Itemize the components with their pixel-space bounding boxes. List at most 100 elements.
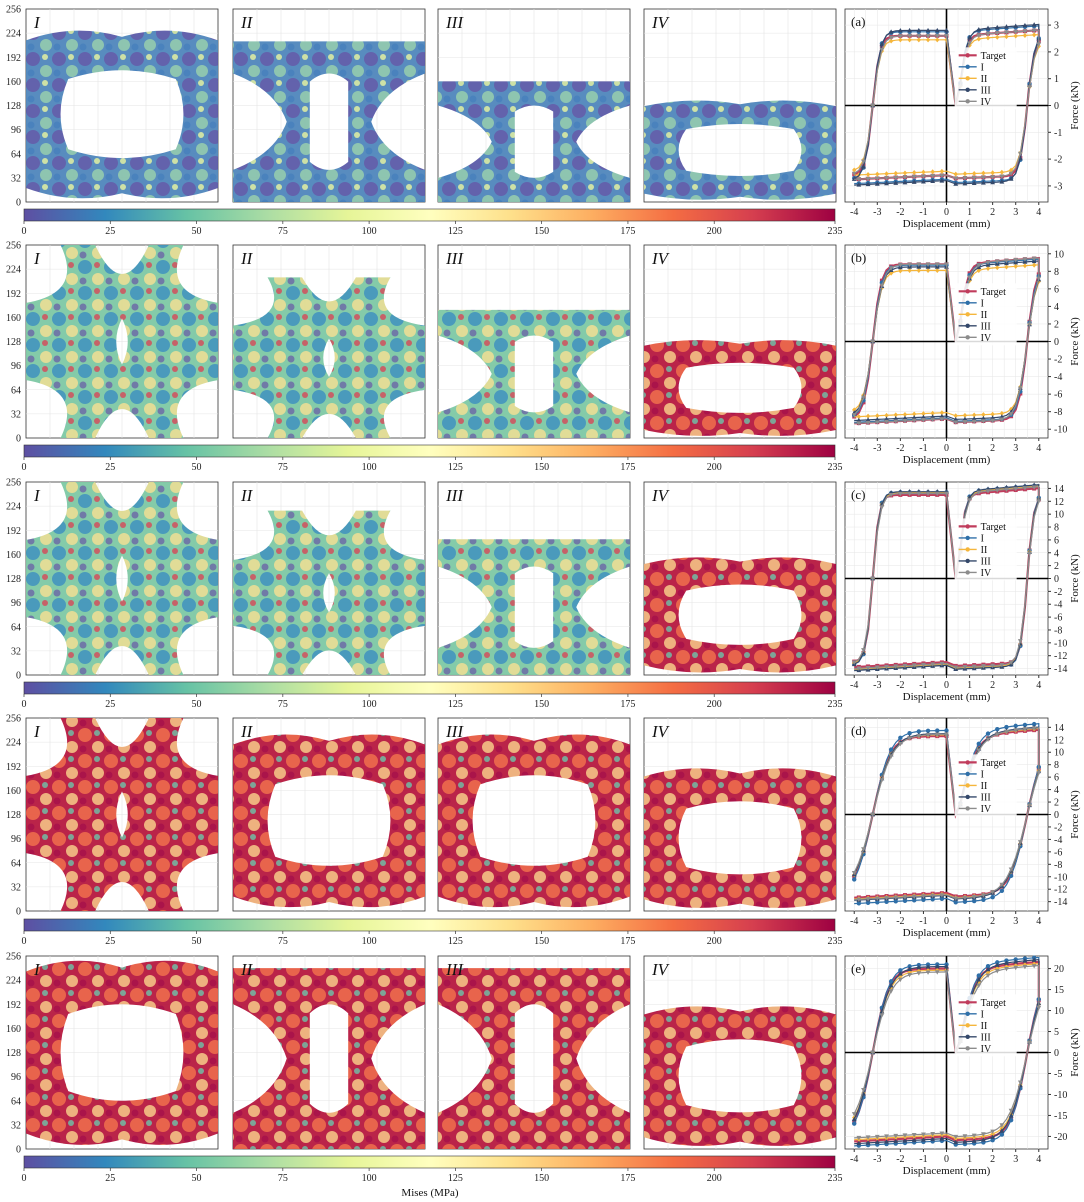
series-point: [1013, 23, 1019, 28]
topology-shape: [438, 309, 630, 438]
series-point: [930, 893, 936, 899]
series-point: [967, 275, 972, 280]
series-point: [1017, 1080, 1023, 1085]
legend-label: II: [981, 545, 988, 556]
topology-shape: [438, 81, 630, 202]
legend-marker: [965, 1034, 970, 1040]
series-point: [967, 38, 972, 43]
series-point: [851, 171, 857, 177]
y-tick-label: 32: [11, 409, 21, 420]
legend-label: II: [981, 310, 988, 321]
series-point: [934, 970, 940, 975]
legend-marker: [965, 535, 970, 541]
series-point: [865, 172, 871, 178]
colorbar-tick-label: 100: [362, 1173, 377, 1184]
y-tick-label: 256: [6, 952, 21, 963]
x-tick-label: 3: [1013, 1154, 1018, 1165]
series-point: [939, 410, 945, 416]
legend-label: Target: [981, 998, 1006, 1009]
x-axis-label: Displacement (mm): [903, 1165, 991, 1177]
y-tick-label: 224: [6, 738, 21, 749]
series-point: [907, 736, 912, 741]
series-point: [907, 34, 912, 39]
series-point: [870, 339, 876, 345]
y-tick-label: 2: [1054, 798, 1059, 809]
series-point: [1022, 722, 1028, 728]
series-point: [1013, 728, 1019, 733]
series-point: [925, 733, 931, 738]
colorbar-tick-label: 125: [448, 226, 463, 237]
series-point: [1013, 263, 1018, 269]
legend-marker: [965, 806, 970, 811]
y-tick-label: -14: [1054, 664, 1067, 675]
y-tick-label: 64: [11, 1096, 21, 1107]
colorbar-tick-label: 200: [707, 936, 722, 947]
series-point: [1004, 967, 1009, 972]
legend-marker: [965, 1046, 970, 1051]
series-point: [921, 418, 926, 423]
series-point: [1004, 960, 1009, 965]
series-point: [1022, 486, 1028, 491]
series-point: [907, 262, 912, 267]
y-axis-label: Force (kN): [1069, 81, 1081, 130]
colorbar-tick-label: 25: [105, 462, 115, 473]
series-point: [939, 896, 945, 902]
legend-label: Target: [981, 51, 1006, 62]
series-point: [962, 1139, 968, 1144]
series-point: [875, 900, 880, 905]
y-tick-label: -12: [1054, 885, 1067, 896]
colorbar-tick-label: 75: [278, 1173, 288, 1184]
y-tick-label: 160: [6, 1024, 21, 1035]
series-point: [925, 262, 931, 267]
series-point: [1013, 486, 1019, 492]
series-point: [874, 1139, 880, 1145]
series-point: [985, 973, 991, 978]
x-tick-label: 4: [1036, 207, 1041, 218]
series-point: [1031, 485, 1037, 490]
series-point: [912, 898, 917, 903]
series-point: [930, 1136, 936, 1142]
topology-shape: [26, 30, 218, 199]
colorbar-bar: [23, 444, 836, 458]
series-point: [985, 489, 991, 494]
series-point: [1004, 34, 1009, 40]
series-point: [893, 899, 898, 904]
topology-panel-II: II: [232, 955, 426, 1150]
x-tick-label: 0: [944, 207, 949, 218]
y-tick-label: 6: [1054, 773, 1059, 784]
colorbar-tick-label: 100: [362, 699, 377, 710]
x-tick-label: 2: [990, 443, 995, 454]
legend-marker: [965, 312, 970, 317]
y-axis-label: Force (kN): [1069, 317, 1081, 366]
series-point: [856, 1135, 862, 1141]
topology-panel-I: I: [25, 244, 219, 439]
series-point: [935, 728, 940, 733]
colorbar-bar: [23, 208, 836, 222]
panel-label: II: [240, 960, 254, 979]
series-point: [981, 1132, 986, 1137]
series-point: [1013, 258, 1019, 263]
x-tick-label: -4: [850, 443, 858, 454]
series-point: [985, 25, 991, 30]
series-point: [893, 1138, 899, 1144]
series-point: [962, 412, 968, 418]
colorbar-tick-label: 75: [278, 462, 288, 473]
series-point: [884, 412, 889, 418]
series-point: [976, 748, 982, 754]
y-tick-label: 160: [6, 313, 21, 324]
series-point: [911, 663, 917, 668]
series-point: [994, 259, 1000, 264]
series-point: [953, 181, 959, 186]
series-point: [851, 870, 857, 876]
series-point: [1027, 1041, 1032, 1046]
panel-label: I: [33, 13, 41, 32]
colorbar-tick-label: 50: [192, 226, 202, 237]
topology-shape: [644, 100, 836, 200]
colorbar-tick-label: 0: [22, 462, 27, 473]
series-point: [934, 964, 940, 969]
series-point: [990, 1129, 996, 1135]
series-point: [985, 265, 991, 271]
series-point: [1027, 803, 1032, 809]
x-tick-label: 2: [990, 1154, 995, 1165]
series-point: [902, 179, 908, 185]
